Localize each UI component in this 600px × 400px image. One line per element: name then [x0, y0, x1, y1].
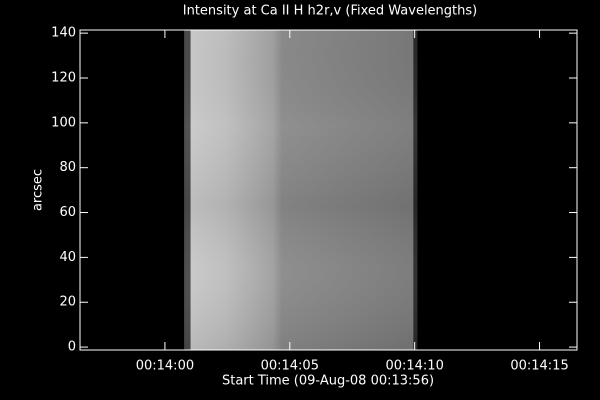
- y-tick-label: 20: [59, 295, 76, 310]
- y-tick-label: 140: [51, 26, 76, 41]
- y-tick-label: 40: [59, 250, 76, 265]
- x-tick-label: 00:14:00: [136, 359, 194, 374]
- x-axis-label: Start Time (09-Aug-08 00:13:56): [222, 374, 434, 389]
- y-tick-label: 60: [59, 205, 76, 220]
- y-tick-label: 100: [51, 115, 76, 130]
- x-tick-label: 00:14:05: [261, 359, 319, 374]
- y-tick-label: 120: [51, 70, 76, 85]
- y-tick-label: 80: [59, 160, 76, 175]
- y-tick-label: 0: [68, 340, 76, 355]
- image-shade: [184, 30, 418, 350]
- chart-title: Intensity at Ca II H h2r,v (Fixed Wavele…: [183, 4, 477, 19]
- plot-frame: [79, 29, 578, 351]
- y-axis-label: arcsec: [31, 169, 46, 211]
- x-tick-label: 00:14:10: [385, 359, 443, 374]
- x-tick-label: 00:14:15: [510, 359, 568, 374]
